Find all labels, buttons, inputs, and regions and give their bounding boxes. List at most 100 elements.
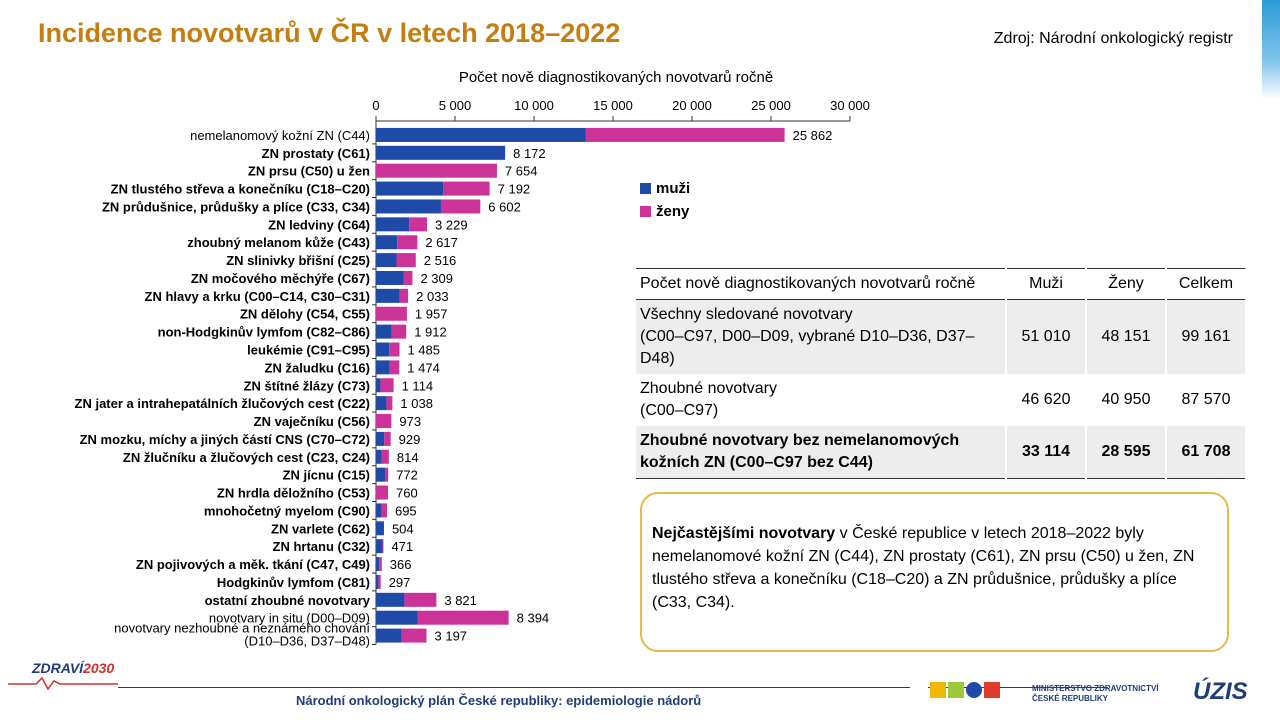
data-label: 1 485 <box>407 343 440 358</box>
x-tick-label: 25 000 <box>751 98 791 113</box>
footer-divider <box>118 687 910 688</box>
table-row: Všechny sledované novotvary (C00–C97, D00… <box>636 299 1245 374</box>
category-label: ZN hlavy a krku (C00–C14, C30–C31) <box>145 289 370 304</box>
category-label: ostatní zhoubné novotvary <box>205 593 371 608</box>
data-label: 7 654 <box>505 164 538 179</box>
category-label: ZN hrtanu (C32) <box>273 539 371 554</box>
category-label: mnohočetný myelom (C90) <box>204 503 370 518</box>
note-bold: Nejčastějšími novotvary <box>652 525 836 542</box>
category-label: novotvary nezhoubné a neznámého chování <box>114 621 370 636</box>
bar-female <box>386 396 393 411</box>
bar-female <box>397 235 418 250</box>
bar-male <box>376 467 386 482</box>
category-label: nemelanomový kožní ZN (C44) <box>190 128 370 143</box>
x-tick-label: 20 000 <box>672 98 712 113</box>
bar-male <box>376 324 392 339</box>
data-label: 297 <box>389 575 411 590</box>
bar-male <box>376 360 390 375</box>
data-label: 7 192 <box>498 182 531 197</box>
legend-swatch-muzi <box>640 183 651 194</box>
row-label-line: kožních ZN (C00–C97 bez C44) <box>640 454 873 471</box>
bar-female <box>385 467 389 482</box>
bar-chart: Počet nově diagnostikovaných novotvarů r… <box>75 69 870 649</box>
bar-female <box>401 628 427 643</box>
bar-female <box>381 503 387 518</box>
table-header-row: Počet nově diagnostikovaných novotvarů r… <box>636 268 1245 300</box>
category-label: ZN jater a intrahepatálních žlučových ce… <box>75 396 370 411</box>
data-label: 1 038 <box>400 396 433 411</box>
bar-male <box>376 378 381 393</box>
bar-male <box>376 145 506 160</box>
bar-male <box>376 539 383 554</box>
data-label: 8 172 <box>513 146 546 161</box>
category-label: ZN močového měchýře (C67) <box>191 271 370 286</box>
legend-label-zeny: ženy <box>656 203 690 220</box>
logo-text: 2030 <box>83 660 115 676</box>
bar-male <box>376 503 382 518</box>
table-header: Ženy <box>1085 268 1166 300</box>
legend-item-muzi: muži <box>640 180 690 197</box>
data-label: 814 <box>397 450 419 465</box>
table-cell: 28 595 <box>1085 426 1166 479</box>
uzis-logo: ÚZIS <box>1193 678 1248 705</box>
category-label: ZN varlete (C62) <box>271 521 370 536</box>
category-label: ZN vaječníku (C56) <box>254 414 370 429</box>
bar-female <box>585 127 785 142</box>
data-label: 25 862 <box>793 128 833 143</box>
legend-item-zeny: ženy <box>640 203 689 220</box>
bar-female <box>376 163 497 178</box>
table-cell: 87 570 <box>1165 374 1245 426</box>
bar-female <box>379 557 382 572</box>
bar-male <box>376 270 404 285</box>
data-label: 2 516 <box>424 253 457 268</box>
legend-swatch-zeny <box>640 206 651 217</box>
project-logo-icon <box>948 682 964 698</box>
bar-male <box>376 592 405 607</box>
table-cell: 61 708 <box>1165 426 1245 479</box>
bar-female <box>376 485 389 500</box>
corner-decoration <box>1262 0 1280 100</box>
bar-male <box>376 253 397 268</box>
bar-male <box>376 557 380 572</box>
data-label: 929 <box>399 432 421 447</box>
table-cell: 46 620 <box>1005 374 1086 426</box>
x-tick-label: 0 <box>372 98 379 113</box>
table-row-label: Zhoubné novotvary (C00–C97) <box>636 374 1006 426</box>
data-label: 2 033 <box>416 289 449 304</box>
data-label: 3 229 <box>435 217 468 232</box>
category-label: ZN tlustého střeva a konečníku (C18–C20) <box>111 182 370 197</box>
bar-male <box>376 628 402 643</box>
category-label: zhoubný melanom kůže (C43) <box>187 235 370 250</box>
category-label: leukémie (C91–C95) <box>247 343 370 358</box>
logo-text: ZDRAVÍ <box>32 660 84 676</box>
data-label: 2 309 <box>420 271 453 286</box>
data-label: 695 <box>395 503 417 518</box>
table-header: Celkem <box>1165 268 1245 300</box>
category-label: ZN dělohy (C54, C55) <box>240 307 370 322</box>
data-label: 366 <box>390 557 412 572</box>
bar-female <box>389 342 400 357</box>
bar-female <box>409 217 428 232</box>
ministry-logo: MINISTERSTVO ZDRAVOTNICTVÍ ČESKÉ REPUBLIK… <box>1032 684 1159 704</box>
bar-female <box>382 539 384 554</box>
bar-female <box>403 270 413 285</box>
eu-project-logos <box>930 682 1000 698</box>
data-label: 8 394 <box>517 611 550 626</box>
table-cell: 33 114 <box>1005 426 1086 479</box>
category-label: (D10–D36, D37–D48) <box>244 634 370 649</box>
bar-female <box>389 360 400 375</box>
bar-male <box>376 235 398 250</box>
source-note: Zdroj: Národní onkologický registr <box>993 30 1233 47</box>
category-label: ZN průdušnice, průdušky a plíce (C33, C3… <box>102 199 370 214</box>
legend-label-muzi: muži <box>656 180 691 197</box>
bar-male <box>376 521 384 536</box>
data-label: 1 114 <box>402 378 434 393</box>
bar-female <box>399 288 409 303</box>
table-cell: 99 161 <box>1165 299 1245 374</box>
data-label: 1 474 <box>407 360 440 375</box>
table-row-label: Všechny sledované novotvary (C00–C97, D00… <box>636 299 1006 374</box>
bar-male <box>376 431 385 446</box>
table-cell: 51 010 <box>1005 299 1086 374</box>
category-label: ZN hrdla děložního (C53) <box>217 486 370 501</box>
bar-female <box>440 199 481 214</box>
